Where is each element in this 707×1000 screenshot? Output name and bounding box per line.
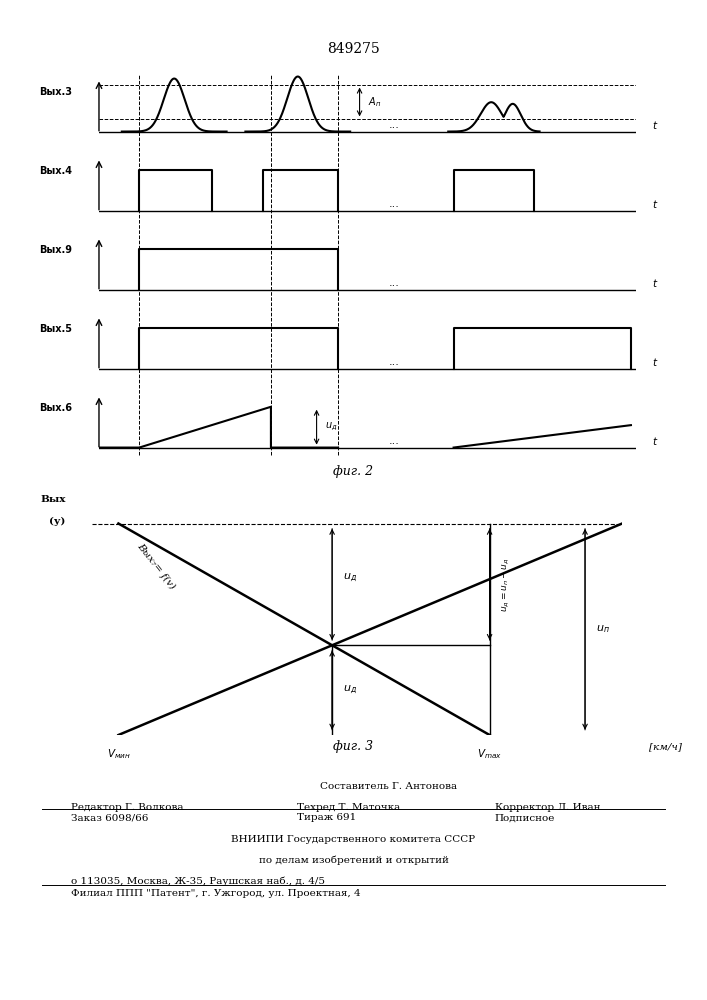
Text: t: t — [653, 279, 657, 289]
Text: $u_д$: $u_д$ — [343, 571, 357, 584]
Text: ВНИИПИ Государственного комитета СССР: ВНИИПИ Государственного комитета СССР — [231, 834, 476, 844]
Text: $A_п$: $A_п$ — [368, 95, 381, 109]
Text: $u_д$: $u_д$ — [343, 684, 357, 696]
Text: $V_{мин}$: $V_{мин}$ — [107, 747, 130, 761]
Text: фиг. 2: фиг. 2 — [334, 465, 373, 478]
Text: (у): (у) — [49, 516, 65, 526]
Text: Тираж 691: Тираж 691 — [297, 814, 356, 822]
Text: [км/ч]: [км/ч] — [649, 742, 682, 751]
Text: о 113035, Москва, Ж-35, Раушская наб., д. 4/5: о 113035, Москва, Ж-35, Раушская наб., д… — [71, 876, 325, 886]
Text: Вых₇= f(v): Вых₇= f(v) — [135, 541, 176, 591]
Text: t: t — [653, 200, 657, 210]
Text: Вых: Вых — [40, 495, 65, 504]
Text: Заказ 6098/66: Заказ 6098/66 — [71, 814, 148, 822]
Text: ...: ... — [389, 357, 400, 367]
Text: ...: ... — [389, 436, 400, 446]
Text: Вых.5: Вых.5 — [39, 324, 72, 334]
Text: Подписное: Подписное — [495, 814, 555, 822]
Text: Вых.3: Вых.3 — [39, 87, 72, 97]
Text: Вых.6: Вых.6 — [39, 403, 72, 413]
Text: Корректор Л. Иван: Корректор Л. Иван — [495, 803, 600, 812]
Text: t: t — [653, 358, 657, 368]
Text: t: t — [653, 437, 657, 447]
Text: $u_д$: $u_д$ — [325, 421, 337, 433]
Text: по делам изобретений и открытий: по делам изобретений и открытий — [259, 855, 448, 865]
Text: $u_д=u_п-u_д$: $u_д=u_п-u_д$ — [501, 557, 510, 612]
Text: Вых.4: Вых.4 — [39, 166, 72, 176]
Text: $V_{max}$: $V_{max}$ — [477, 747, 502, 761]
Text: ...: ... — [389, 278, 400, 288]
Text: ...: ... — [389, 120, 400, 130]
Text: Техред Т. Маточка: Техред Т. Маточка — [297, 803, 400, 812]
Text: Составитель Г. Антонова: Составитель Г. Антонова — [320, 782, 457, 791]
Text: ...: ... — [389, 199, 400, 209]
Text: t: t — [653, 121, 657, 131]
Text: Филиал ППП "Патент", г. Ужгород, ул. Проектная, 4: Филиал ППП "Патент", г. Ужгород, ул. Про… — [71, 889, 361, 898]
Text: Вых.9: Вых.9 — [39, 245, 72, 255]
Text: Редактор Г. Волкова: Редактор Г. Волкова — [71, 803, 183, 812]
Text: $u_п$: $u_п$ — [595, 623, 609, 635]
Text: 849275: 849275 — [327, 42, 380, 56]
Text: фиг. 3: фиг. 3 — [334, 740, 373, 753]
